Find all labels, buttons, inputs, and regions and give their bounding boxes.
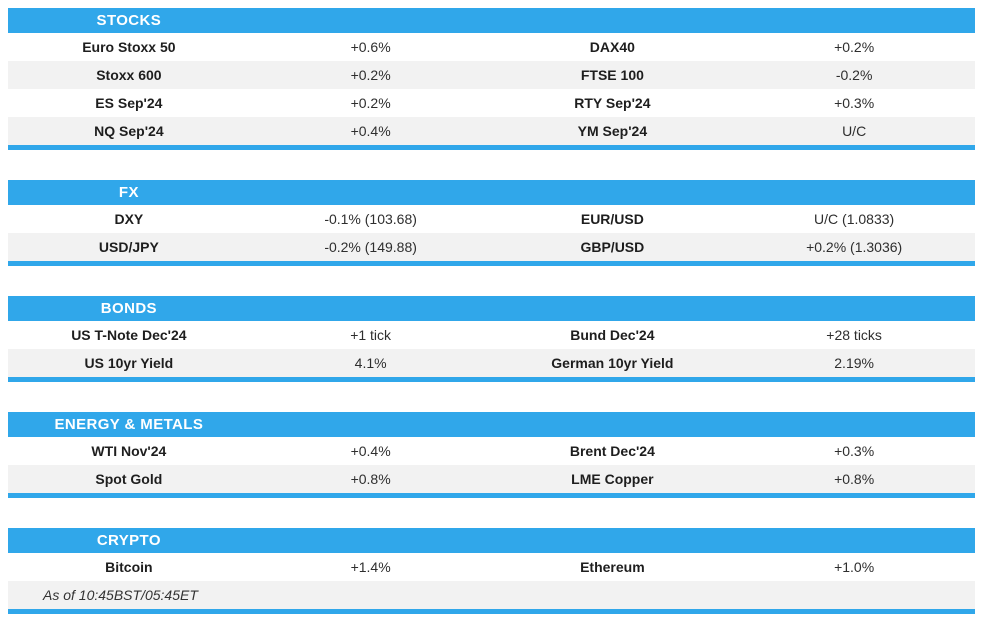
section-header: ENERGY & METALS xyxy=(8,412,975,437)
instrument-name: YM Sep'24 xyxy=(577,123,648,139)
instrument-value: 2.19% xyxy=(834,355,874,371)
instrument-value: +0.8% xyxy=(350,471,391,487)
table-row: US 10yr Yield 4.1% German 10yr Yield 2.19% xyxy=(8,349,975,377)
instrument-value: +0.2% xyxy=(834,39,875,55)
as-of-note: As of 10:45BST/05:45ET xyxy=(43,587,198,603)
table-row: US T-Note Dec'24 +1 tick Bund Dec'24 +28 ti… xyxy=(8,321,975,349)
table-row: DXY -0.1% (103.68) EUR/USD U/C (1.0833) xyxy=(8,205,975,233)
section-title: CRYPTO xyxy=(96,532,161,549)
table-row: NQ Sep'24 +0.4% YM Sep'24 U/C xyxy=(8,117,975,145)
instrument-name: GBP/USD xyxy=(580,239,645,255)
instrument-value: +0.2% xyxy=(350,95,391,111)
section-energy-metals: ENERGY & METALS WTI Nov'24 +0.4% Brent Dec'… xyxy=(8,412,975,498)
as-of-row: As of 10:45BST/05:45ET xyxy=(8,581,975,609)
section-bottom-bar xyxy=(8,145,975,150)
section-header: CRYPTO xyxy=(8,528,975,553)
instrument-value: +0.8% xyxy=(834,471,875,487)
section-title: ENERGY & METALS xyxy=(54,416,204,433)
table-row: Spot Gold +0.8% LME Copper +0.8% xyxy=(8,465,975,493)
instrument-value: +0.2% xyxy=(350,67,391,83)
instrument-name: NQ Sep'24 xyxy=(94,123,164,139)
table-row: USD/JPY -0.2% (149.88) GBP/USD +0.2% (1.303… xyxy=(8,233,975,261)
table-row: WTI Nov'24 +0.4% Brent Dec'24 +0.3% xyxy=(8,437,975,465)
instrument-name: Bitcoin xyxy=(105,559,153,575)
section-bonds: BONDS US T-Note Dec'24 +1 tick Bund Dec'24 +… xyxy=(8,296,975,382)
instrument-value: +0.3% xyxy=(834,443,875,459)
instrument-value: U/C (1.0833) xyxy=(814,211,895,227)
table-row: ES Sep'24 +0.2% RTY Sep'24 +0.3% xyxy=(8,89,975,117)
section-title: FX xyxy=(118,184,139,201)
section-bottom-bar xyxy=(8,377,975,382)
instrument-value: 4.1% xyxy=(354,355,387,371)
instrument-value: +1.0% xyxy=(834,559,875,575)
instrument-name: Euro Stoxx 50 xyxy=(82,39,176,55)
section-title: BONDS xyxy=(100,300,157,317)
instrument-value: +0.4% xyxy=(350,123,391,139)
section-header: BONDS xyxy=(8,296,975,321)
instrument-value: +0.6% xyxy=(350,39,391,55)
instrument-value: +1 tick xyxy=(350,327,392,343)
instrument-name: German 10yr Yield xyxy=(551,355,674,371)
instrument-value: +0.3% xyxy=(834,95,875,111)
instrument-value: -0.2% xyxy=(835,67,873,83)
instrument-value: +28 ticks xyxy=(826,327,882,343)
section-bottom-bar xyxy=(8,609,975,614)
instrument-name: DXY xyxy=(114,211,144,227)
instrument-name: Spot Gold xyxy=(95,471,163,487)
instrument-value: +1.4% xyxy=(350,559,391,575)
instrument-value: +0.2% (1.3036) xyxy=(806,239,903,255)
instrument-value: U/C xyxy=(842,123,867,139)
instrument-name: US T-Note Dec'24 xyxy=(71,327,187,343)
instrument-value: -0.1% (103.68) xyxy=(324,211,417,227)
table-row: Stoxx 600 +0.2% FTSE 100 -0.2% xyxy=(8,61,975,89)
instrument-name: Ethereum xyxy=(580,559,645,575)
section-fx: FX DXY -0.1% (103.68) EUR/USD U/C (1.0833) US… xyxy=(8,180,975,266)
section-title: STOCKS xyxy=(96,12,162,29)
table-row: Euro Stoxx 50 +0.6% DAX40 +0.2% xyxy=(8,33,975,61)
instrument-value: -0.2% (149.88) xyxy=(324,239,417,255)
instrument-name: Brent Dec'24 xyxy=(569,443,655,459)
section-header: FX xyxy=(8,180,975,205)
instrument-name: DAX40 xyxy=(589,39,635,55)
instrument-name: ES Sep'24 xyxy=(95,95,163,111)
instrument-name: LME Copper xyxy=(571,471,654,487)
section-crypto: CRYPTO Bitcoin +1.4% Ethereum +1.0% As of 10:… xyxy=(8,528,975,614)
market-wrap-page: STOCKS Euro Stoxx 50 +0.6% DAX40 +0.2% Stoxx … xyxy=(8,8,975,614)
instrument-value: +0.4% xyxy=(350,443,391,459)
instrument-name: USD/JPY xyxy=(98,239,159,255)
section-stocks: STOCKS Euro Stoxx 50 +0.6% DAX40 +0.2% Stoxx … xyxy=(8,8,975,150)
instrument-name: Stoxx 600 xyxy=(96,67,162,83)
instrument-name: WTI Nov'24 xyxy=(91,443,167,459)
instrument-name: FTSE 100 xyxy=(580,67,644,83)
table-row: Bitcoin +1.4% Ethereum +1.0% xyxy=(8,553,975,581)
market-tables: STOCKS Euro Stoxx 50 +0.6% DAX40 +0.2% Stoxx … xyxy=(8,8,975,614)
instrument-name: Bund Dec'24 xyxy=(570,327,655,343)
instrument-name: RTY Sep'24 xyxy=(574,95,651,111)
section-bottom-bar xyxy=(8,493,975,498)
instrument-name: EUR/USD xyxy=(580,211,644,227)
section-bottom-bar xyxy=(8,261,975,266)
instrument-name: US 10yr Yield xyxy=(84,355,174,371)
section-header: STOCKS xyxy=(8,8,975,33)
